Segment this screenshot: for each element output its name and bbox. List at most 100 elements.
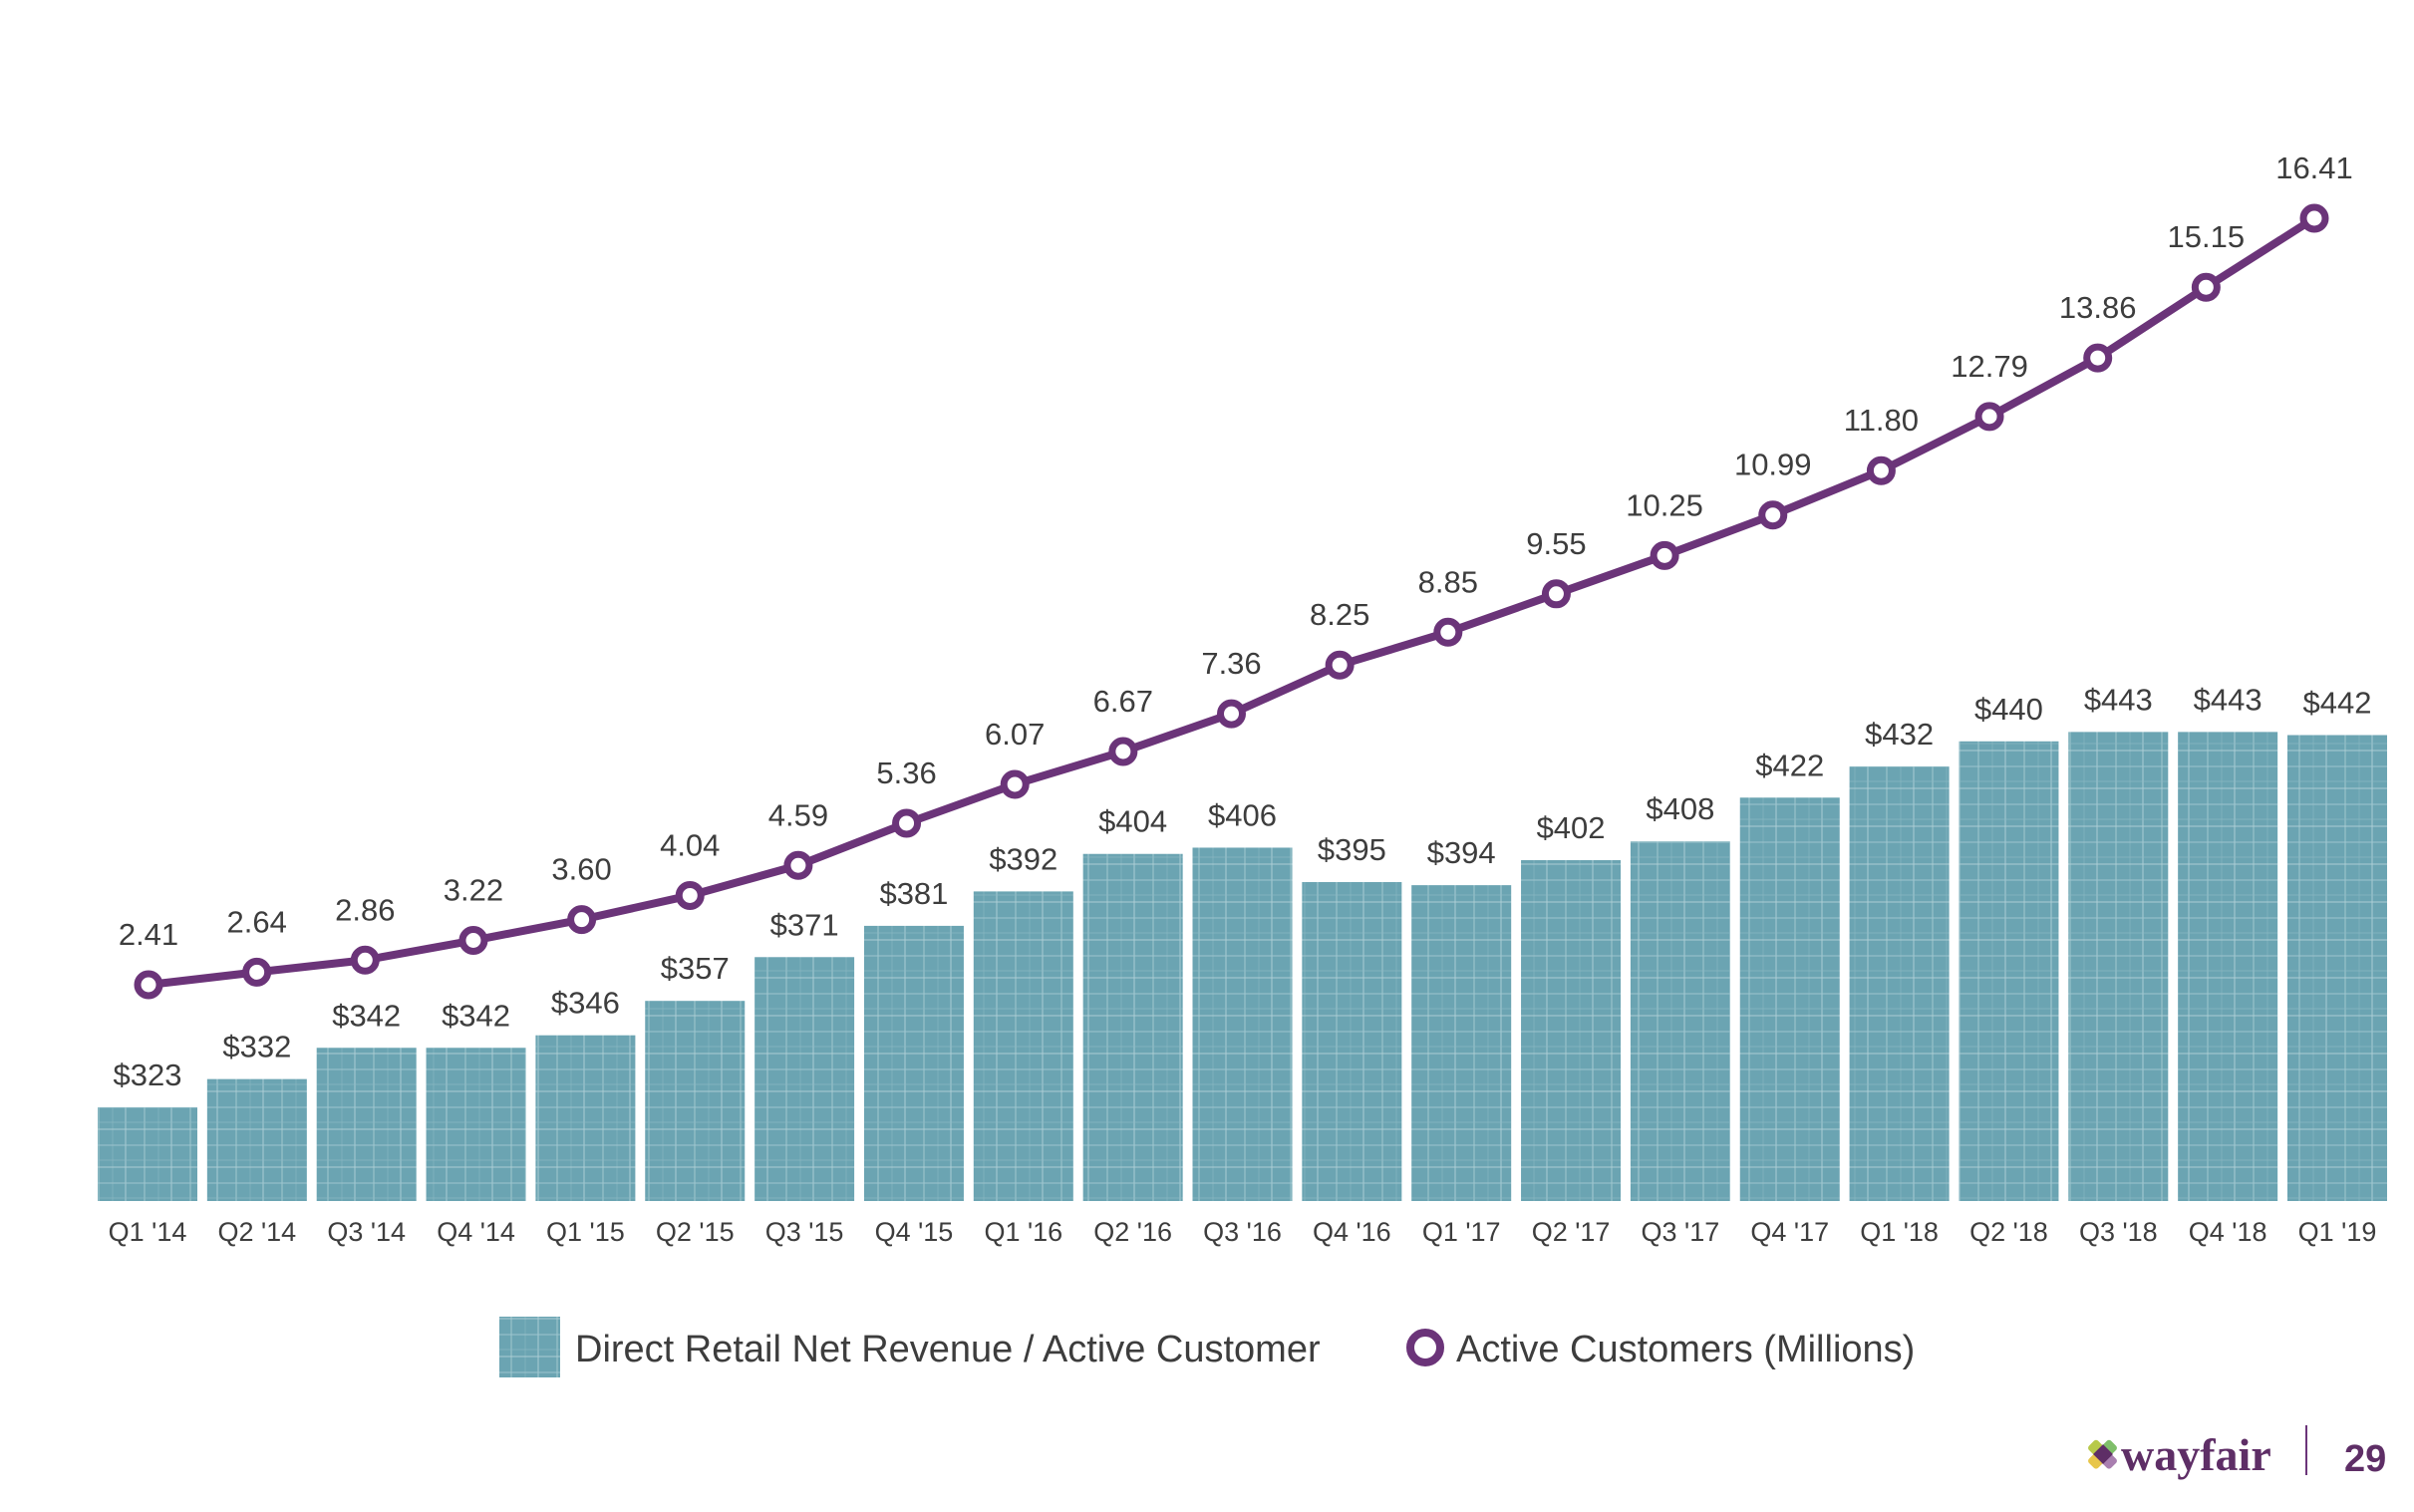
wayfair-logo: wayfair xyxy=(2088,1429,2271,1480)
x-tick-label: Q1 '19 xyxy=(2298,1217,2377,1247)
x-axis: Q1 '14 Q2 '14 Q3 '14 Q4 '14 Q1 '15 Q2 '15 Q3 '… xyxy=(109,1217,2377,1247)
line-data-label: 10.99 xyxy=(1734,448,1812,482)
x-tick-label: Q4 '17 xyxy=(1750,1217,1829,1247)
bar-data-label: $346 xyxy=(551,986,620,1021)
line-point xyxy=(1758,500,1788,530)
line-data-label: 4.59 xyxy=(768,797,828,832)
bar-data-label: $406 xyxy=(1208,797,1277,832)
line-point xyxy=(1866,455,1896,485)
bar-data-label: $442 xyxy=(2303,686,2372,721)
line-data-label: 10.25 xyxy=(1626,487,1703,522)
bar xyxy=(206,1078,307,1201)
legend: Direct Retail Net Revenue / Active Custo… xyxy=(499,1317,1915,1377)
bar xyxy=(645,1001,746,1201)
bar xyxy=(1411,885,1512,1201)
line-point xyxy=(1108,737,1138,766)
bar-data-label: $323 xyxy=(114,1058,182,1092)
line-data-label: 11.80 xyxy=(1844,403,1919,438)
x-tick-label: Q1 '16 xyxy=(984,1217,1062,1247)
line-point xyxy=(2299,203,2329,233)
bar xyxy=(1959,741,2059,1201)
x-tick-label: Q1 '18 xyxy=(1860,1217,1939,1247)
x-tick-label: Q3 '15 xyxy=(765,1217,844,1247)
line-point xyxy=(1325,650,1355,680)
bar xyxy=(1849,765,1950,1201)
bar xyxy=(1521,860,1622,1201)
bar-data-label: $443 xyxy=(2194,682,2263,717)
line-data-label: 3.22 xyxy=(444,873,503,908)
bar-data-label: $443 xyxy=(2084,682,2153,717)
bar xyxy=(1739,797,1840,1201)
bar xyxy=(1302,881,1402,1201)
line-point xyxy=(783,850,813,880)
bar xyxy=(316,1048,417,1201)
line-data-label: 12.79 xyxy=(1951,349,2028,384)
x-tick-label: Q1 '14 xyxy=(109,1217,187,1247)
bar xyxy=(2287,735,2387,1201)
bar-series: $323 $332 $342 $342 $346 $357 $371 $381 $392 $404… xyxy=(98,682,2387,1201)
x-tick-label: Q4 '18 xyxy=(2189,1217,2267,1247)
bar xyxy=(1192,847,1293,1201)
bar-data-label: $404 xyxy=(1098,804,1167,839)
bar-data-label: $342 xyxy=(442,998,510,1033)
bar xyxy=(535,1035,636,1201)
legend-bar-swatch xyxy=(499,1317,560,1377)
bar-data-label: $395 xyxy=(1318,832,1386,867)
line-point xyxy=(2083,343,2113,373)
x-tick-label: Q2 '14 xyxy=(217,1217,296,1247)
line-data-label: 15.15 xyxy=(2168,219,2246,254)
bar xyxy=(98,1106,197,1201)
line-data-label: 8.85 xyxy=(1418,564,1478,599)
x-tick-label: Q3 '17 xyxy=(1642,1217,1720,1247)
bar-data-label: $440 xyxy=(1974,692,2043,727)
x-tick-label: Q4 '15 xyxy=(875,1217,954,1247)
bar-data-label: $381 xyxy=(879,876,948,911)
line-point xyxy=(1000,769,1030,799)
x-tick-label: Q3 '14 xyxy=(327,1217,406,1247)
line-point xyxy=(134,970,163,1000)
line-data-label: 6.67 xyxy=(1093,684,1153,719)
line-point xyxy=(350,945,380,975)
x-tick-label: Q2 '18 xyxy=(1969,1217,2048,1247)
line-data-label: 2.41 xyxy=(119,917,178,952)
legend-line-marker xyxy=(1406,1329,1444,1366)
bar-data-label: $432 xyxy=(1865,717,1934,752)
line-point xyxy=(242,957,272,987)
line-data-label: 2.86 xyxy=(335,892,395,927)
x-tick-label: Q3 '16 xyxy=(1203,1217,1282,1247)
legend-line-label: Active Customers (Millions) xyxy=(1456,1329,1915,1370)
line-data-label: 7.36 xyxy=(1201,646,1261,681)
bar-data-label: $357 xyxy=(661,951,730,986)
line-data-label: 3.60 xyxy=(551,852,611,887)
x-tick-label: Q2 '16 xyxy=(1093,1217,1172,1247)
bar xyxy=(1630,841,1730,1201)
bar xyxy=(973,891,1073,1201)
line-point xyxy=(567,905,597,935)
bar-data-label: $371 xyxy=(770,907,839,942)
bar-data-label: $394 xyxy=(1427,835,1496,870)
bar xyxy=(863,925,964,1201)
line-point xyxy=(1974,402,2004,432)
line-point xyxy=(1433,617,1463,647)
legend-bar-label: Direct Retail Net Revenue / Active Custo… xyxy=(575,1329,1321,1370)
line-data-label: 8.25 xyxy=(1310,597,1369,632)
bar-data-label: $342 xyxy=(332,998,401,1033)
bar xyxy=(754,957,855,1201)
x-tick-label: Q3 '18 xyxy=(2079,1217,2158,1247)
bar xyxy=(2068,732,2169,1201)
bar xyxy=(1082,853,1183,1201)
line-point xyxy=(1650,540,1679,570)
line-data-label: 13.86 xyxy=(2059,290,2137,325)
line-data-label: 2.64 xyxy=(226,904,286,939)
line-point xyxy=(892,808,922,838)
line-data-label: 4.04 xyxy=(660,827,720,862)
svg-text:wayfair: wayfair xyxy=(2121,1429,2271,1480)
bar xyxy=(2178,732,2278,1201)
x-tick-label: Q4 '14 xyxy=(437,1217,515,1247)
x-tick-label: Q1 '17 xyxy=(1422,1217,1501,1247)
x-tick-label: Q1 '15 xyxy=(546,1217,625,1247)
line-point xyxy=(675,880,705,910)
bar-data-label: $392 xyxy=(989,841,1057,876)
x-tick-label: Q2 '15 xyxy=(656,1217,735,1247)
line-series: 2.41 2.64 2.86 3.22 3.60 4.04 4.59 5.36 6.07 6.67… xyxy=(119,151,2353,1000)
